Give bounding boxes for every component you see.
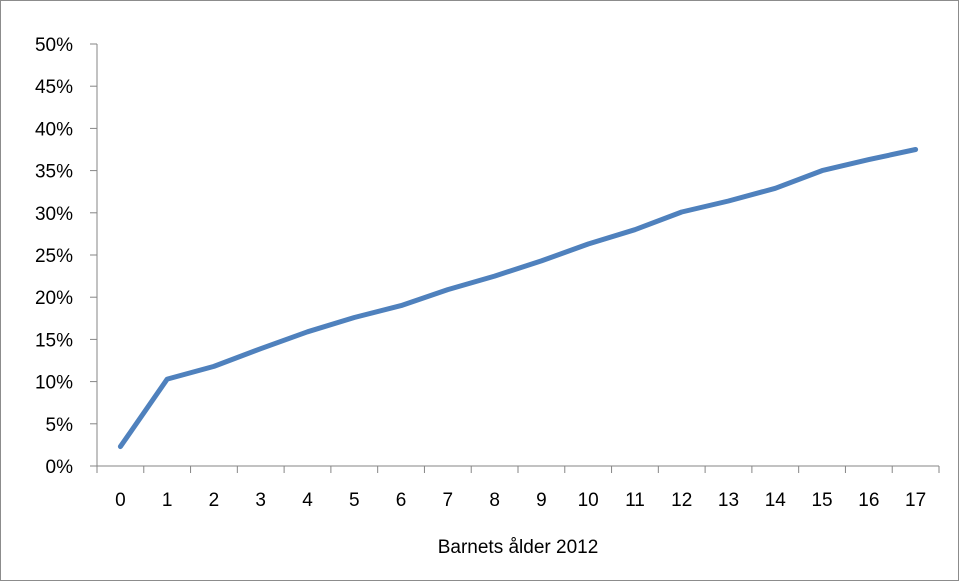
series-line: [120, 150, 915, 447]
x-tick-label: 16: [858, 490, 879, 511]
y-tick-label: 25%: [35, 246, 73, 267]
x-tick-label: 14: [765, 490, 787, 511]
series-layer: [120, 149, 915, 446]
y-tick-label: 0%: [46, 457, 74, 478]
x-tick-label: 4: [302, 490, 313, 511]
y-tick-label: 15%: [35, 330, 73, 351]
x-tick-label: 15: [811, 490, 832, 511]
x-tick-label: 12: [671, 490, 692, 511]
x-tick-label: 8: [489, 490, 500, 511]
x-tick-label: 11: [625, 490, 645, 511]
x-tick-label: 10: [578, 490, 599, 511]
x-tick-label: 1: [162, 490, 173, 511]
x-tick-label: 5: [349, 490, 360, 511]
x-tick-label: 7: [443, 490, 454, 511]
y-tick-label: 30%: [35, 204, 73, 225]
x-tick-label: 2: [209, 490, 220, 511]
x-tick-label: 0: [115, 490, 126, 511]
x-tick-label: 9: [536, 490, 547, 511]
y-tick-label: 5%: [46, 415, 74, 436]
y-axis: 0% 5% 10% 15% 20% 25% 30% 35% 40% 45% 50%: [35, 35, 97, 478]
x-axis-title: Barnets ålder 2012: [438, 537, 599, 558]
y-tick-label: 45%: [35, 77, 73, 98]
y-tick-label: 40%: [35, 119, 73, 140]
y-tick-label: 10%: [35, 373, 73, 394]
y-tick-label: 50%: [35, 35, 73, 56]
x-tick-label: 13: [718, 490, 739, 511]
x-tick-label: 17: [905, 490, 926, 511]
x-tick-label: 3: [255, 490, 266, 511]
y-tick-label: 35%: [35, 162, 73, 183]
y-tick-label: 20%: [35, 288, 73, 309]
x-tick-label: 6: [396, 490, 407, 511]
